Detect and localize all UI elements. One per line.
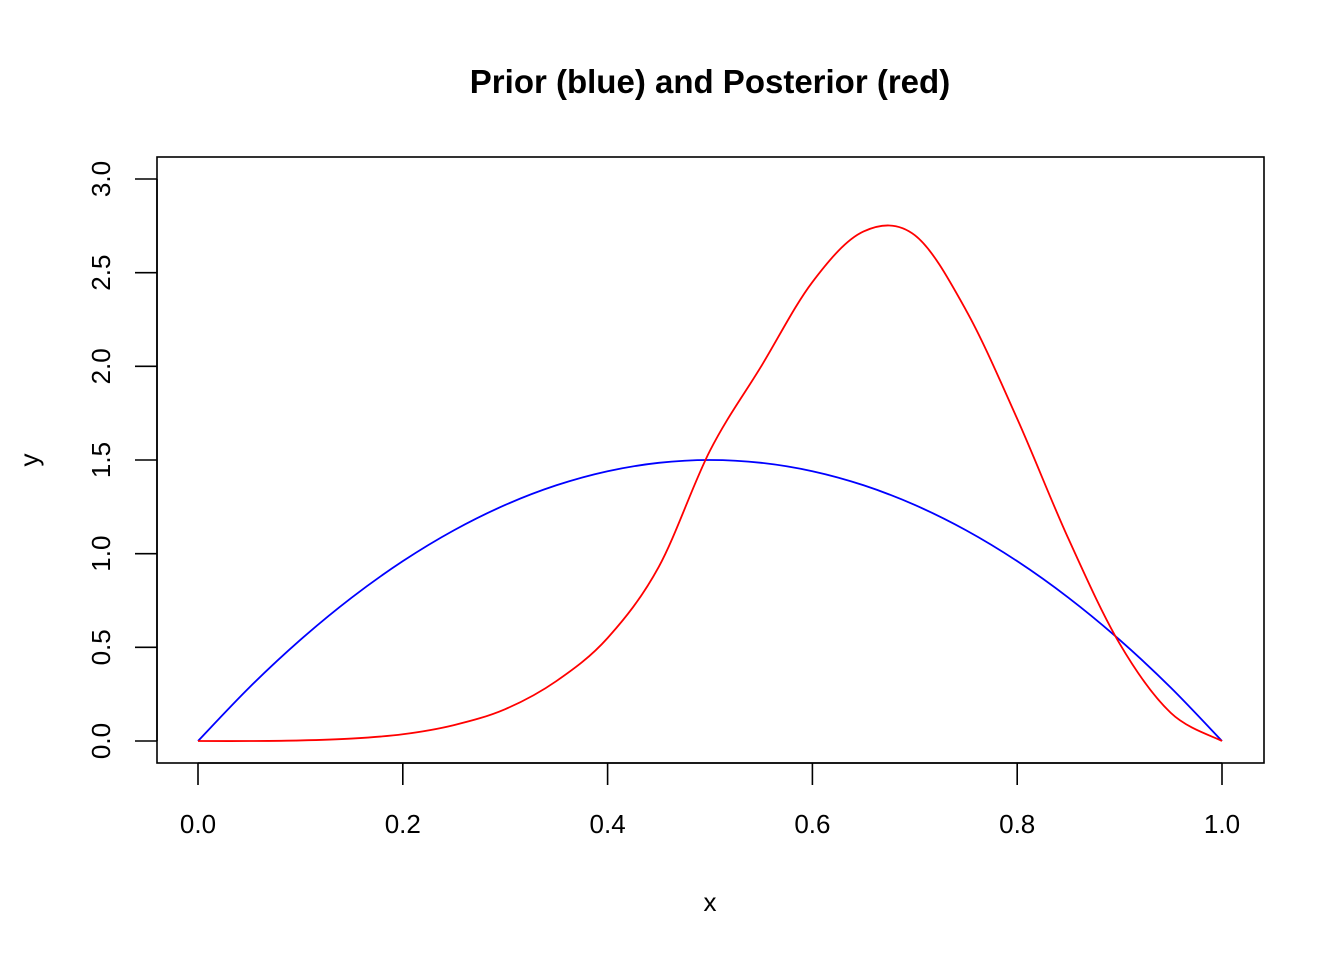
y-tick-label: 2.0 [86, 348, 116, 384]
y-tick-label: 1.0 [86, 536, 116, 572]
y-axis-label: y [14, 454, 44, 467]
y-tick-label: 2.5 [86, 255, 116, 291]
x-tick-label: 0.8 [999, 809, 1035, 839]
chart-title: Prior (blue) and Posterior (red) [470, 63, 950, 100]
y-tick-label: 3.0 [86, 161, 116, 197]
x-tick-label: 0.6 [794, 809, 830, 839]
x-tick-label: 0.0 [180, 809, 216, 839]
x-axis: 0.0 0.2 0.4 0.6 0.8 1.0 [180, 762, 1240, 839]
y-tick-label: 0.0 [86, 723, 116, 759]
x-tick-label: 0.2 [385, 809, 421, 839]
y-tick-label: 1.5 [86, 442, 116, 478]
x-axis-label: x [704, 887, 717, 917]
prior-line [197, 459, 1223, 742]
series-layer [197, 224, 1223, 742]
y-axis: 0.0 0.5 1.0 1.5 2.0 2.5 3.0 [86, 161, 158, 759]
y-tick-label: 0.5 [86, 629, 116, 665]
x-tick-label: 0.4 [590, 809, 626, 839]
posterior-line [197, 224, 1223, 742]
x-tick-label: 1.0 [1204, 809, 1240, 839]
